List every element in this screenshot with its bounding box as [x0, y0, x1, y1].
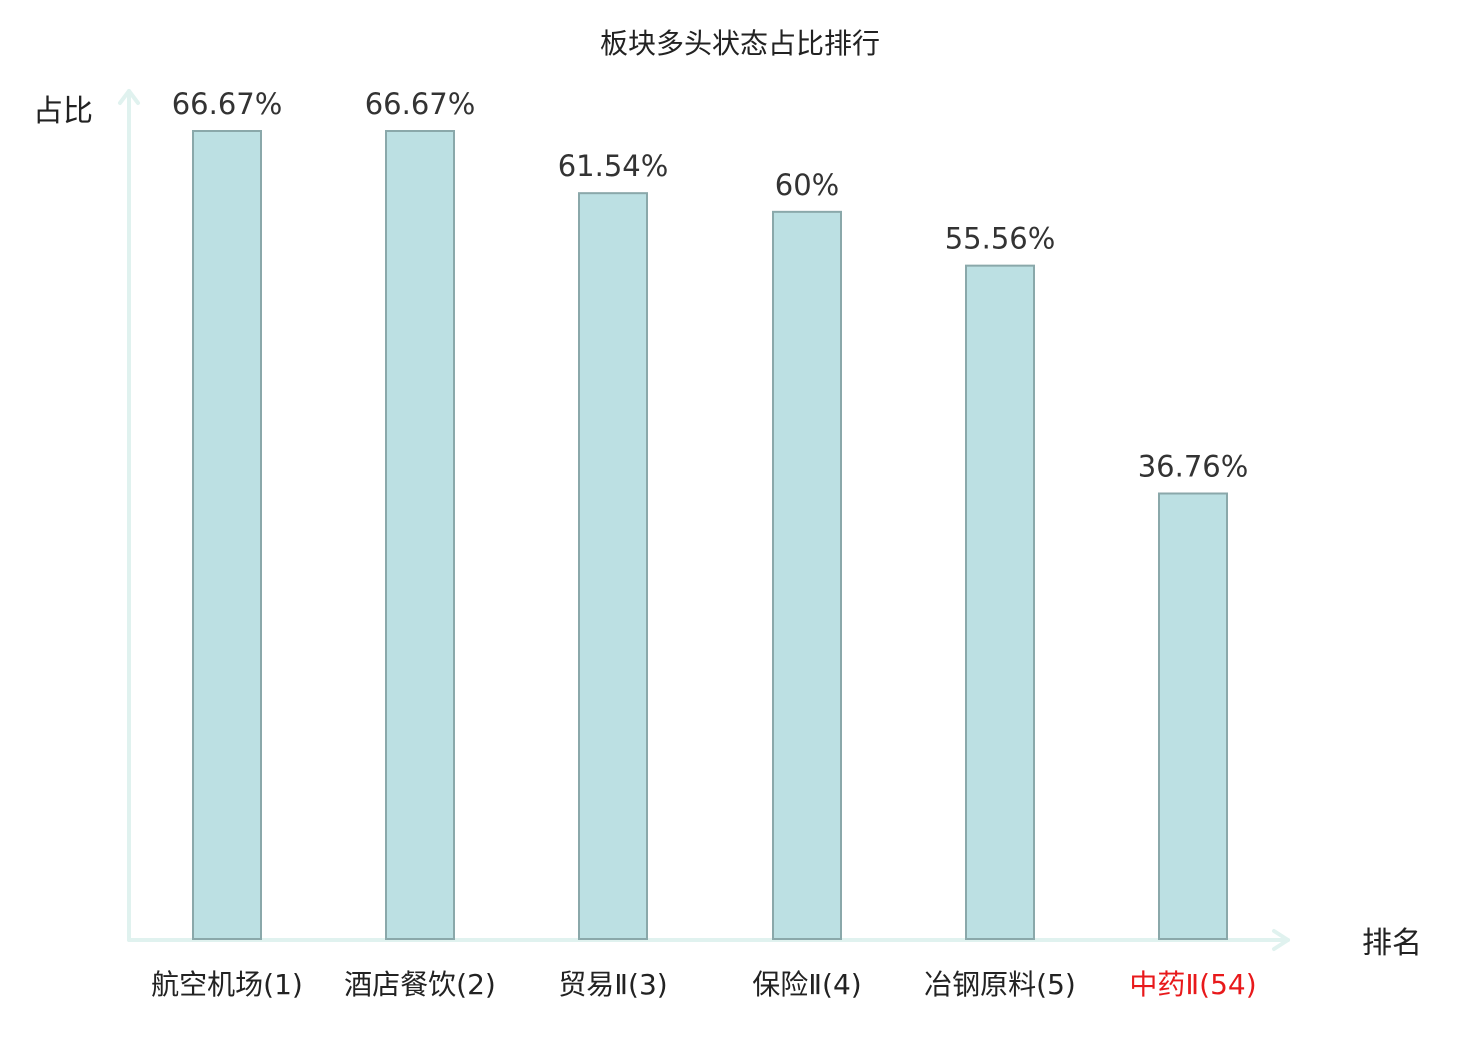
bar — [772, 210, 842, 940]
bar-value-label: 55.56% — [945, 222, 1056, 256]
category-label: 贸易Ⅱ(3) — [558, 968, 667, 1001]
bar-value-label: 66.67% — [172, 87, 283, 121]
axes — [118, 89, 1290, 951]
bar-value-label: 36.76% — [1138, 449, 1249, 483]
category-label: 酒店餐饮(2) — [344, 968, 496, 1001]
bar-value-label: 66.67% — [365, 87, 476, 121]
category-labels-layer: 航空机场(1) 酒店餐饮(2) 贸易Ⅱ(3) 保险Ⅱ(4) 冶钢原料(5) 中药Ⅱ(54) — [151, 968, 1256, 1001]
category-label: 冶钢原料(5) — [924, 968, 1076, 1001]
bar-value-label: 60% — [775, 168, 839, 202]
bar — [192, 130, 262, 940]
bar-value-label: 61.54% — [558, 149, 669, 183]
value-labels-layer: 66.67% 66.67% 61.54% 60% 55.56% 36.76% — [172, 87, 1249, 483]
x-axis-label: 排名 — [1362, 926, 1422, 961]
bar — [1158, 492, 1228, 940]
y-axis-label: 占比 — [33, 94, 93, 129]
bar — [965, 264, 1035, 940]
bar — [578, 192, 648, 940]
bar — [385, 130, 455, 940]
chart-title: 板块多头状态占比排行 — [600, 27, 880, 60]
x-axis-arrow — [1272, 929, 1290, 951]
category-label: 中药Ⅱ(54) — [1129, 968, 1256, 1001]
category-label: 航空机场(1) — [151, 968, 303, 1001]
category-label: 保险Ⅱ(4) — [752, 968, 861, 1001]
bars-layer — [192, 130, 1228, 940]
